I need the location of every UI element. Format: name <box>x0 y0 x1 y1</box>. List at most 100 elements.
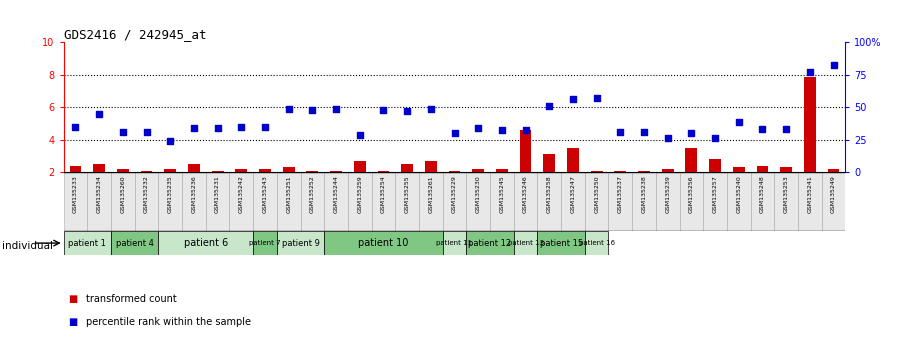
Text: GSM135256: GSM135256 <box>689 175 694 213</box>
Bar <box>514 172 537 231</box>
Text: patient 1: patient 1 <box>68 239 106 247</box>
Point <box>732 119 746 125</box>
Bar <box>584 172 608 231</box>
Text: GSM135250: GSM135250 <box>594 175 599 213</box>
Bar <box>608 172 632 231</box>
Bar <box>182 172 205 231</box>
Point <box>353 132 367 138</box>
Bar <box>443 172 466 231</box>
Point <box>186 126 201 131</box>
Bar <box>662 169 674 172</box>
Bar <box>614 171 626 172</box>
Bar <box>70 166 82 172</box>
Point <box>589 95 604 101</box>
Bar <box>520 130 532 172</box>
Text: patient 10: patient 10 <box>358 238 409 248</box>
Bar <box>443 231 466 255</box>
Text: GSM135249: GSM135249 <box>831 175 836 213</box>
Point <box>826 62 841 68</box>
Text: GSM135252: GSM135252 <box>310 175 315 213</box>
Point <box>708 135 723 141</box>
Text: percentile rank within the sample: percentile rank within the sample <box>86 317 252 327</box>
Point <box>494 127 509 133</box>
Text: GSM135242: GSM135242 <box>239 175 244 213</box>
Text: GSM135258: GSM135258 <box>546 175 552 213</box>
Bar <box>656 172 680 231</box>
Bar <box>330 171 342 172</box>
Point <box>234 124 248 130</box>
Text: GSM135247: GSM135247 <box>571 175 575 213</box>
Text: patient 15: patient 15 <box>540 239 583 247</box>
Text: GSM135238: GSM135238 <box>642 175 646 213</box>
Bar <box>377 171 389 172</box>
Bar <box>774 172 798 231</box>
Bar <box>490 172 514 231</box>
Bar <box>212 171 224 172</box>
Bar <box>466 231 514 255</box>
Text: GSM135232: GSM135232 <box>144 175 149 213</box>
Text: GSM135231: GSM135231 <box>215 175 220 213</box>
Text: GSM135261: GSM135261 <box>428 175 434 213</box>
Bar <box>306 171 318 172</box>
Bar <box>395 172 419 231</box>
Bar <box>473 169 484 172</box>
Bar <box>283 167 295 172</box>
Bar <box>253 172 277 231</box>
Bar <box>158 172 182 231</box>
Text: GSM135257: GSM135257 <box>713 175 717 213</box>
Bar <box>277 231 325 255</box>
Bar <box>466 172 490 231</box>
Point <box>258 124 273 130</box>
Bar <box>685 148 697 172</box>
Text: GSM135253: GSM135253 <box>784 175 789 213</box>
Bar <box>277 172 301 231</box>
Bar <box>372 172 395 231</box>
Bar <box>638 171 650 172</box>
Text: GDS2416 / 242945_at: GDS2416 / 242945_at <box>64 28 206 41</box>
Bar <box>709 159 721 172</box>
Point <box>518 127 533 133</box>
Point <box>210 126 225 131</box>
Bar <box>141 171 153 172</box>
Bar <box>733 167 744 172</box>
Text: GSM135255: GSM135255 <box>405 175 410 213</box>
Bar <box>827 169 839 172</box>
Text: patient 6: patient 6 <box>184 238 228 248</box>
Point <box>684 131 699 136</box>
Text: GSM135229: GSM135229 <box>452 175 457 213</box>
Text: GSM135234: GSM135234 <box>96 175 102 213</box>
Bar <box>235 169 247 172</box>
Text: patient 4: patient 4 <box>115 239 154 247</box>
Bar <box>354 161 365 172</box>
Bar <box>514 231 537 255</box>
Bar <box>64 231 111 255</box>
Text: patient 11: patient 11 <box>436 240 473 246</box>
Bar <box>301 172 325 231</box>
Text: GSM135230: GSM135230 <box>475 175 481 213</box>
Bar <box>135 172 158 231</box>
Point <box>329 106 344 112</box>
Point <box>139 129 154 135</box>
Bar <box>348 172 372 231</box>
Text: GSM135239: GSM135239 <box>665 175 670 213</box>
Text: GSM135260: GSM135260 <box>120 175 125 213</box>
Text: individual: individual <box>2 241 53 251</box>
Bar <box>561 172 584 231</box>
Text: patient 7: patient 7 <box>249 240 281 246</box>
Bar <box>111 231 158 255</box>
Text: GSM135245: GSM135245 <box>499 175 504 213</box>
Text: GSM135236: GSM135236 <box>192 175 196 213</box>
Bar <box>205 172 229 231</box>
Text: GSM135259: GSM135259 <box>357 175 363 213</box>
Bar <box>798 172 822 231</box>
Bar <box>448 171 461 172</box>
Point <box>471 126 485 131</box>
Bar <box>419 172 443 231</box>
Bar <box>591 171 603 172</box>
Text: patient 16: patient 16 <box>578 240 614 246</box>
Bar <box>87 172 111 231</box>
Point <box>424 106 438 112</box>
Point <box>755 126 770 132</box>
Bar <box>325 231 443 255</box>
Point <box>613 129 627 135</box>
